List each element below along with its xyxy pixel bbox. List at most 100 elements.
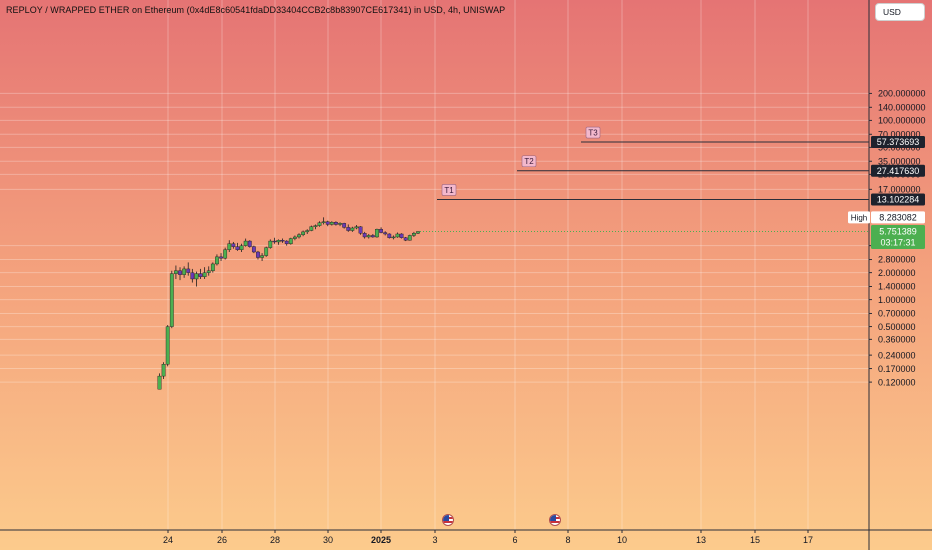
us-flag-icon[interactable] — [549, 514, 561, 526]
y-tick-label: 1.400000 — [878, 282, 916, 292]
candle — [391, 235, 396, 240]
candle — [338, 222, 342, 227]
x-tick-label: 8 — [565, 535, 570, 545]
target-label: T2 — [524, 157, 534, 166]
candle — [329, 221, 334, 226]
candle-body — [284, 240, 289, 244]
y-tick-label: 2.000000 — [878, 268, 916, 278]
x-tick-label: 26 — [217, 535, 227, 545]
candle — [268, 239, 273, 249]
candle-body — [301, 231, 306, 235]
price-scale-tags: 13.102284 27.417630 57.373693 High 8.283082 5… — [848, 136, 925, 250]
candle-body — [350, 227, 355, 231]
candle-body — [354, 226, 359, 229]
candle — [284, 240, 289, 246]
candle — [215, 254, 219, 266]
candle — [309, 225, 314, 232]
x-tick-label: 2025 — [371, 535, 391, 545]
us-flag-icon[interactable] — [442, 514, 454, 526]
target-label: T1 — [444, 186, 454, 195]
candle-body — [157, 375, 162, 390]
candle-body — [268, 240, 273, 248]
candle-body — [325, 221, 330, 225]
candle-body — [206, 270, 211, 273]
candle — [165, 325, 170, 367]
y-tick-label: 0.120000 — [878, 377, 916, 387]
y-tick-label: 0.700000 — [878, 309, 916, 319]
candle — [362, 231, 367, 239]
x-tick-label: 6 — [512, 535, 517, 545]
last-price-tag — [871, 225, 925, 250]
candle-body — [174, 270, 178, 274]
candle-body — [379, 229, 383, 233]
candle-body — [313, 225, 318, 227]
candle-body — [407, 235, 412, 241]
candle-body — [235, 246, 240, 250]
candle — [350, 226, 355, 232]
candle — [182, 266, 187, 278]
candle — [375, 228, 379, 238]
candle — [288, 237, 293, 245]
candles — [157, 217, 420, 390]
candle-body — [387, 233, 392, 238]
bar-countdown: 03:17:31 — [880, 238, 915, 248]
target-lines: T1 T2 T3 — [420, 126, 869, 233]
candle — [276, 239, 281, 245]
candle-body — [375, 229, 379, 238]
candle-body — [358, 226, 363, 234]
candle — [223, 247, 228, 260]
high-price-value: 8.283082 — [879, 213, 917, 223]
candle-body — [370, 235, 375, 238]
candle-body — [215, 256, 219, 265]
currency-button[interactable]: USD — [875, 3, 925, 21]
candle-body — [416, 231, 420, 234]
target-label-box[interactable] — [585, 126, 601, 139]
candle-body — [305, 230, 310, 233]
candle-body — [272, 240, 277, 243]
candle — [243, 238, 248, 247]
candle — [395, 232, 400, 238]
candle-body — [256, 251, 260, 258]
candle — [210, 262, 215, 273]
candle — [407, 234, 412, 241]
last-price-value: 5.751389 — [879, 227, 917, 237]
candle — [358, 226, 363, 235]
candle-body — [342, 223, 347, 228]
candle-body — [182, 268, 187, 275]
target-price-tag — [871, 164, 925, 177]
candle-body — [264, 247, 269, 256]
x-tick-label: 10 — [617, 535, 627, 545]
candle-body — [383, 232, 388, 235]
candle — [186, 262, 191, 276]
chart-title: REPLOY / WRAPPED ETHER on Ethereum (0x4d… — [6, 5, 506, 15]
candle-body — [280, 240, 285, 242]
candle-body — [366, 235, 371, 238]
candle — [247, 240, 252, 248]
target-label-box[interactable] — [521, 155, 537, 168]
candle-body — [247, 240, 252, 247]
candle-body — [161, 364, 166, 377]
candle — [198, 268, 203, 279]
candle — [264, 246, 269, 257]
candle — [194, 271, 199, 287]
candle-body — [403, 237, 408, 241]
target-label: T3 — [588, 128, 598, 137]
candle — [325, 220, 330, 227]
target-label-box[interactable] — [441, 184, 457, 196]
candle-body — [276, 240, 281, 243]
candle — [305, 229, 310, 234]
candle — [235, 242, 240, 251]
candle — [379, 227, 383, 234]
candle — [301, 230, 306, 237]
candle-body — [260, 255, 264, 258]
high-price-tag — [871, 211, 925, 224]
candle-body — [334, 222, 338, 225]
candle — [206, 266, 211, 276]
y-tick-label: 17.000000 — [878, 185, 921, 195]
candle-body — [190, 272, 195, 280]
candle — [366, 233, 371, 239]
candle-body — [297, 234, 301, 238]
candle — [370, 233, 375, 238]
